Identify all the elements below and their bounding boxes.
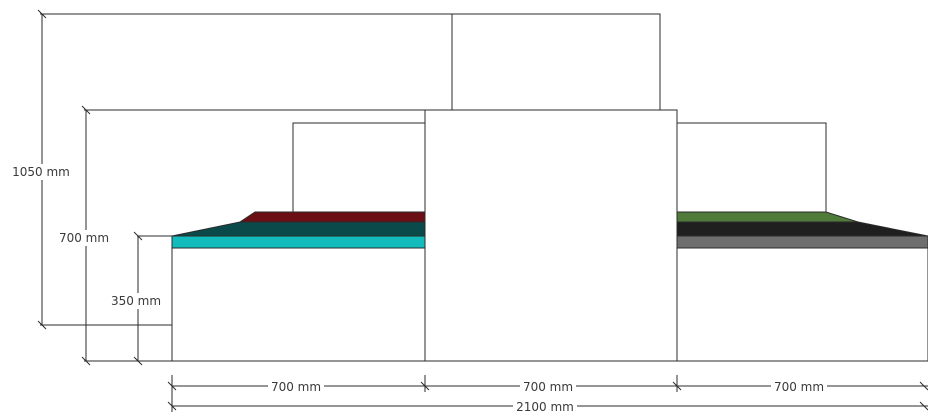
tick-width-3	[919, 381, 928, 391]
tick-700-bottom	[81, 356, 91, 366]
label-total-height: 1050 mm	[12, 165, 70, 179]
left-middle-layer	[171, 221, 426, 237]
tick-total-width-start	[167, 401, 177, 411]
right-top-layer	[676, 211, 859, 223]
label-width-middle: 700 mm	[523, 380, 573, 394]
label-width-left: 700 mm	[271, 380, 321, 394]
tick-700-top	[81, 105, 91, 115]
tick-350-top	[133, 231, 143, 241]
tick-1050-top	[37, 9, 47, 19]
tick-350-bottom	[133, 356, 143, 366]
right-middle-layer	[676, 221, 928, 237]
label-height-700: 700 mm	[59, 231, 109, 245]
left-lower-box	[171, 247, 426, 362]
label-width-right: 700 mm	[774, 380, 824, 394]
middle-top-box	[451, 13, 661, 111]
right-bottom-layer	[676, 235, 928, 249]
tick-total-width-end	[919, 401, 928, 411]
right-upper-box	[676, 122, 827, 213]
left-upper-box	[292, 122, 426, 213]
left-top-layer	[238, 211, 426, 223]
left-bottom-layer	[171, 235, 426, 249]
right-lower-box	[676, 247, 928, 362]
middle-main-box	[424, 109, 678, 362]
tick-1050-bottom	[37, 320, 47, 330]
label-total-width: 2100 mm	[516, 400, 574, 414]
label-height-350: 350 mm	[111, 294, 161, 308]
